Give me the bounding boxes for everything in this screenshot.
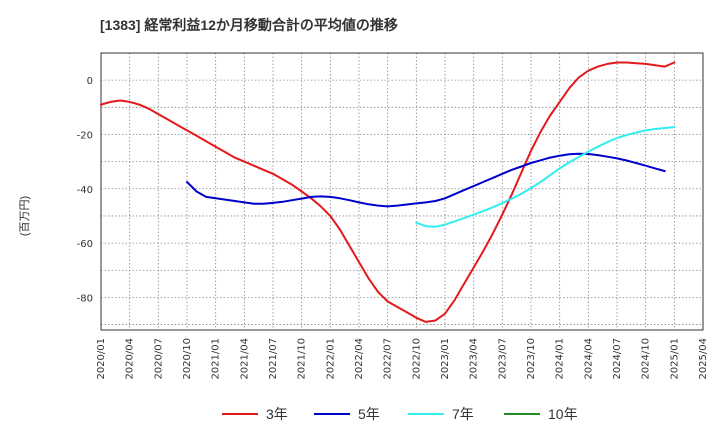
x-tick-label: 2022/04 <box>354 338 365 380</box>
x-tick-label: 2020/07 <box>153 338 164 380</box>
plot-frame <box>100 52 704 331</box>
x-tick-label: 2021/01 <box>211 338 222 380</box>
x-tick-label: 2022/10 <box>411 338 422 380</box>
x-tick-label: 2023/07 <box>497 338 508 380</box>
x-tick-label: 2024/07 <box>612 338 623 380</box>
legend-swatch-7y <box>408 413 444 415</box>
legend-swatch-3y <box>222 413 258 415</box>
x-tick-label: 2024/01 <box>555 338 566 380</box>
series-line-2 <box>415 126 676 228</box>
x-tick-label: 2020/04 <box>125 338 136 380</box>
legend-item-10y: 10年 <box>504 404 578 424</box>
x-tick-label: 2024/10 <box>641 338 652 380</box>
x-tick-label: 2023/04 <box>469 338 480 380</box>
plot-area <box>101 53 703 330</box>
x-tick-label: 2024/04 <box>583 338 594 380</box>
x-tick-label: 2020/10 <box>182 338 193 380</box>
y-tick-label: 0 <box>87 76 93 87</box>
y-tick-label: -60 <box>77 239 93 250</box>
x-tick-label: 2021/10 <box>297 338 308 380</box>
y-tick-label: -20 <box>77 130 93 141</box>
chart-title: [1383] 経常利益12か月移動合計の平均値の推移 <box>100 17 398 33</box>
x-tick-label: 2021/04 <box>239 338 250 380</box>
x-tick-label: 2025/04 <box>698 338 709 380</box>
legend-label-5y: 5年 <box>358 406 380 422</box>
y-tick-label: -80 <box>77 293 93 304</box>
legend-item-3y: 3年 <box>222 404 288 424</box>
x-tick-label: 2025/01 <box>669 338 680 380</box>
legend-item-7y: 7年 <box>408 404 474 424</box>
legend-swatch-5y <box>314 413 350 415</box>
x-tick-label: 2020/01 <box>96 338 107 380</box>
y-tick-label: -40 <box>77 185 93 196</box>
x-tick-label: 2022/01 <box>325 338 336 380</box>
x-tick-label: 2023/01 <box>440 338 451 380</box>
legend: 3年 5年 7年 10年 <box>0 404 720 426</box>
legend-swatch-10y <box>504 413 540 415</box>
legend-label-3y: 3年 <box>266 406 288 422</box>
x-tick-label: 2021/07 <box>268 338 279 380</box>
x-tick-label: 2023/10 <box>526 338 537 380</box>
legend-label-7y: 7年 <box>452 406 474 422</box>
series-line-0 <box>100 61 676 323</box>
legend-label-10y: 10年 <box>548 406 578 422</box>
legend-item-5y: 5年 <box>314 404 380 424</box>
x-tick-label: 2022/07 <box>383 338 394 380</box>
